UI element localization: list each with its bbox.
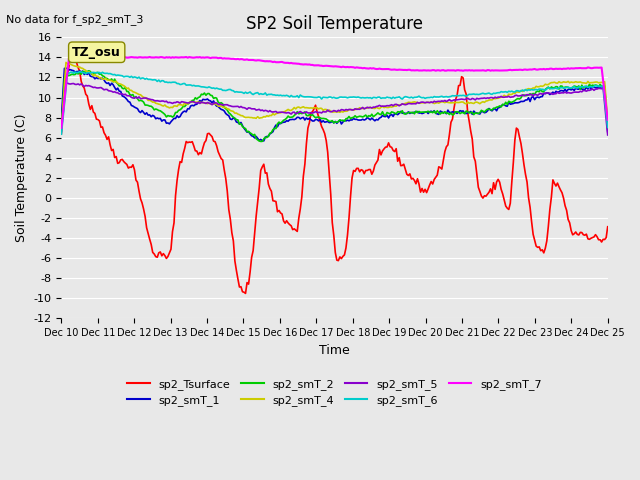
sp2_smT_4 [58,128,65,133]
sp2_smT_7 [604,117,612,123]
sp2_smT_1 [58,117,65,122]
sp2_smT_2 [250,132,257,138]
Line: sp2_smT_7: sp2_smT_7 [61,57,608,128]
sp2_smT_4 [126,87,134,93]
sp2_smT_2 [257,139,264,144]
sp2_smT_2 [126,92,134,97]
Title: SP2 Soil Temperature: SP2 Soil Temperature [246,15,423,33]
sp2_smT_4 [604,118,612,123]
sp2_smT_6 [604,125,612,131]
sp2_smT_1 [300,115,307,120]
sp2_Tsurface [126,164,134,170]
sp2_smT_4 [240,114,248,120]
sp2_smT_6 [575,84,582,90]
Y-axis label: Soil Temperature (C): Soil Temperature (C) [15,114,28,242]
sp2_smT_5 [126,93,134,99]
sp2_smT_5 [250,106,257,112]
sp2_smT_7 [298,61,306,67]
sp2_smT_6 [250,92,257,97]
sp2_smT_2 [58,122,65,128]
sp2_smT_1 [250,133,257,139]
sp2_smT_5 [604,132,612,138]
sp2_smT_5 [63,80,71,86]
sp2_smT_7 [575,65,582,71]
sp2_Tsurface [577,229,584,235]
sp2_Tsurface [251,231,259,237]
sp2_Tsurface [604,224,612,229]
sp2_smT_2 [222,106,230,111]
Text: TZ_osu: TZ_osu [72,46,121,59]
sp2_smT_6 [240,91,248,96]
sp2_smT_5 [58,129,65,135]
sp2_smT_6 [222,88,230,94]
Line: sp2_smT_6: sp2_smT_6 [61,72,608,134]
sp2_smT_7 [58,125,65,131]
sp2_smT_7 [222,56,230,61]
sp2_smT_7 [250,57,257,63]
Text: No data for f_sp2_smT_3: No data for f_sp2_smT_3 [6,14,144,25]
sp2_Tsurface [58,131,65,136]
sp2_smT_1 [126,99,134,105]
sp2_smT_1 [604,129,612,134]
sp2_smT_1 [260,138,268,144]
sp2_smT_7 [125,55,132,60]
sp2_Tsurface [68,48,76,54]
sp2_smT_1 [240,125,248,131]
sp2_smT_5 [222,102,230,108]
sp2_smT_4 [298,105,306,110]
sp2_Tsurface [300,173,307,179]
sp2_smT_4 [222,105,230,110]
sp2_smT_2 [240,125,248,131]
Line: sp2_smT_2: sp2_smT_2 [61,71,608,142]
sp2_smT_6 [298,93,306,99]
Line: sp2_smT_1: sp2_smT_1 [61,68,608,141]
sp2_smT_2 [577,86,584,92]
sp2_smT_6 [76,69,83,74]
sp2_smT_6 [126,74,134,80]
sp2_smT_5 [575,89,582,95]
Legend: sp2_Tsurface, sp2_smT_1, sp2_smT_2, sp2_smT_4, sp2_smT_5, sp2_smT_6, sp2_smT_7: sp2_Tsurface, sp2_smT_1, sp2_smT_2, sp2_… [123,374,546,410]
sp2_smT_5 [298,110,306,116]
sp2_Tsurface [222,176,230,181]
Line: sp2_smT_5: sp2_smT_5 [61,83,608,135]
sp2_Tsurface [242,290,250,296]
Line: sp2_Tsurface: sp2_Tsurface [61,51,608,293]
sp2_smT_7 [146,54,154,60]
sp2_smT_2 [604,127,612,132]
Line: sp2_smT_4: sp2_smT_4 [61,62,608,131]
sp2_smT_2 [300,110,307,116]
sp2_smT_6 [58,132,65,137]
X-axis label: Time: Time [319,344,350,357]
sp2_smT_4 [62,60,70,65]
sp2_smT_5 [240,105,248,110]
sp2_smT_7 [240,57,248,63]
sp2_smT_4 [575,79,582,85]
sp2_smT_1 [577,84,584,90]
sp2_Tsurface [240,289,248,295]
sp2_smT_1 [222,110,230,116]
sp2_smT_4 [250,115,257,121]
sp2_smT_2 [85,68,93,73]
sp2_smT_1 [62,65,70,71]
